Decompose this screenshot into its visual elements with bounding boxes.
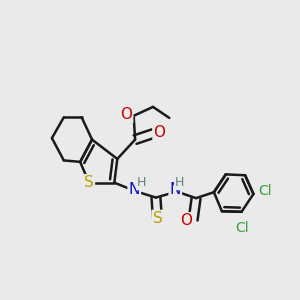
Text: S: S	[153, 211, 162, 226]
Text: S: S	[84, 175, 94, 190]
Text: O: O	[180, 213, 192, 228]
Text: Cl: Cl	[236, 221, 249, 235]
Text: Cl: Cl	[259, 184, 272, 198]
Text: H: H	[175, 176, 184, 189]
Text: O: O	[120, 107, 132, 122]
Text: N: N	[169, 182, 181, 197]
Text: O: O	[154, 125, 166, 140]
Text: H: H	[137, 176, 146, 189]
Text: N: N	[129, 182, 140, 197]
